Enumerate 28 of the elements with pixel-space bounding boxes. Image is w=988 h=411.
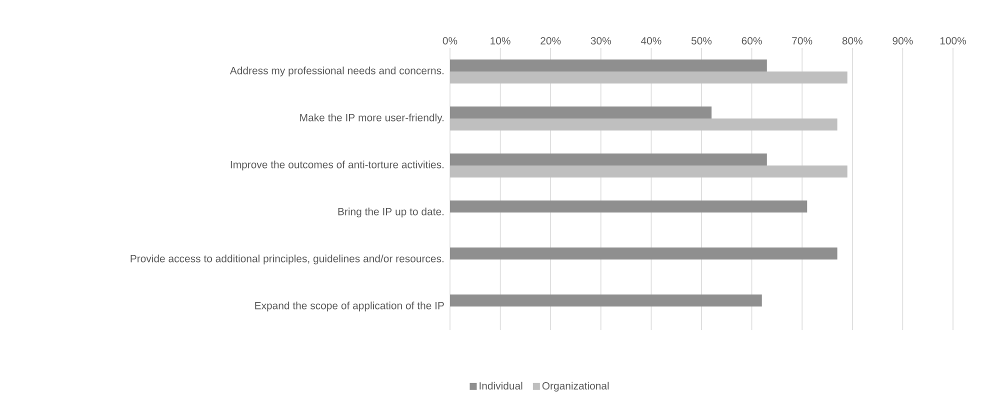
- x-tick-label: 50%: [691, 37, 712, 44]
- bar: [450, 248, 838, 260]
- y-tick-label: Address my professional needs and concerns.: [230, 66, 444, 76]
- bar: [450, 72, 848, 84]
- x-tick-label: 30%: [590, 37, 611, 44]
- x-tick-label: 10%: [490, 37, 510, 44]
- x-tick-label: 20%: [540, 37, 561, 44]
- bar: [450, 154, 767, 166]
- x-tick-label: 60%: [742, 37, 762, 44]
- x-tick-label: 100%: [940, 37, 966, 44]
- bar: [450, 60, 767, 72]
- bar: [450, 200, 808, 213]
- y-tick-label: Make the IP more user-friendly.: [300, 114, 444, 124]
- x-tick-label: 0%: [442, 37, 458, 44]
- bar: [450, 166, 848, 178]
- bar: [450, 118, 838, 131]
- y-tick-label: Expand the scope of application of the IP: [255, 302, 444, 312]
- y-tick-label: Bring the IP up to date.: [338, 208, 444, 218]
- bar: [450, 294, 762, 307]
- legend-label: Individual: [480, 382, 522, 390]
- bar: [450, 106, 712, 119]
- legend-label: Organizational: [542, 382, 609, 392]
- y-tick-label: Provide access to additional principles, guidelines and/or resources.: [130, 254, 444, 264]
- x-tick-label: 80%: [842, 37, 862, 44]
- y-tick-label: Improve the outcomes of anti-torture activities.: [230, 160, 444, 170]
- x-tick-label: 90%: [892, 37, 913, 44]
- x-tick-label: 70%: [792, 37, 812, 44]
- x-tick-label: 40%: [640, 37, 662, 44]
